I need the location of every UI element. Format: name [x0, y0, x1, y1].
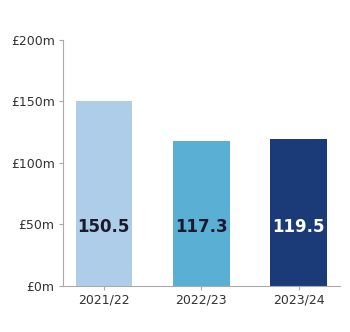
Text: 119.5: 119.5: [272, 218, 325, 236]
Text: 117.3: 117.3: [175, 218, 228, 236]
Bar: [173, 141, 230, 286]
Bar: [76, 101, 132, 286]
Bar: [271, 139, 327, 286]
Text: 150.5: 150.5: [78, 218, 130, 236]
